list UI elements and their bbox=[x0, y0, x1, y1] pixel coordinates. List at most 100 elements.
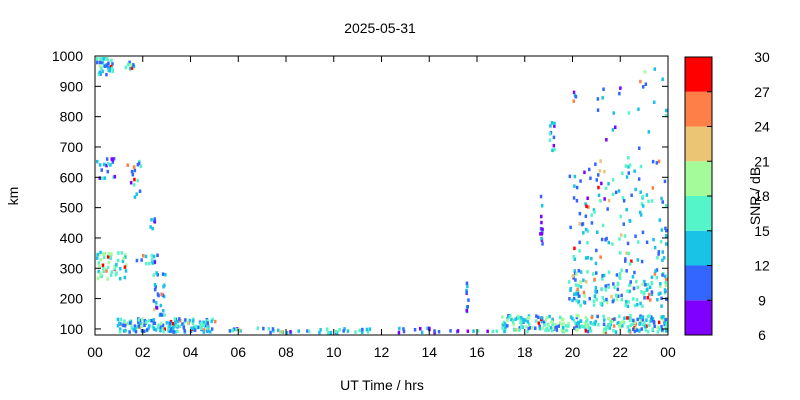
data-point bbox=[515, 328, 518, 332]
data-point bbox=[524, 325, 528, 329]
data-point bbox=[531, 326, 534, 330]
data-point bbox=[366, 330, 370, 334]
data-point bbox=[139, 164, 143, 169]
data-point bbox=[101, 69, 104, 74]
data-point bbox=[122, 329, 126, 333]
data-point bbox=[540, 236, 543, 241]
data-point bbox=[611, 299, 615, 304]
data-point bbox=[576, 287, 579, 292]
y-tick-label: 300 bbox=[60, 260, 84, 276]
data-point bbox=[508, 315, 511, 319]
data-point bbox=[628, 328, 631, 333]
data-point bbox=[472, 329, 475, 333]
data-point bbox=[624, 303, 627, 307]
data-point bbox=[627, 111, 631, 115]
data-point bbox=[650, 199, 654, 203]
data-point bbox=[639, 164, 643, 169]
data-point bbox=[594, 261, 598, 266]
data-point bbox=[639, 301, 642, 306]
data-point bbox=[105, 72, 108, 77]
data-point bbox=[190, 326, 193, 330]
data-point bbox=[503, 322, 507, 326]
data-point bbox=[660, 304, 663, 308]
data-point bbox=[196, 325, 200, 330]
data-point bbox=[618, 275, 621, 279]
data-point bbox=[582, 325, 586, 329]
data-point bbox=[551, 148, 554, 153]
data-point bbox=[615, 293, 618, 298]
data-point bbox=[96, 276, 100, 281]
data-point bbox=[603, 169, 606, 174]
data-point bbox=[98, 163, 102, 167]
data-point bbox=[626, 325, 629, 329]
data-point bbox=[604, 284, 607, 288]
data-point bbox=[467, 298, 470, 302]
data-point bbox=[170, 326, 173, 331]
data-point bbox=[235, 328, 238, 332]
data-point bbox=[518, 326, 521, 330]
data-point bbox=[641, 304, 644, 308]
colorbar-tick-label: 21 bbox=[754, 153, 770, 169]
data-point bbox=[102, 269, 105, 273]
data-point bbox=[178, 324, 181, 328]
data-point bbox=[643, 324, 647, 329]
data-point bbox=[575, 325, 579, 330]
data-point bbox=[601, 296, 604, 300]
data-point bbox=[397, 330, 401, 335]
data-point bbox=[97, 261, 101, 265]
data-point bbox=[153, 287, 157, 292]
data-point bbox=[141, 322, 144, 327]
data-point bbox=[637, 177, 641, 181]
data-point bbox=[632, 286, 636, 291]
data-point bbox=[237, 328, 241, 332]
data-point bbox=[611, 319, 614, 324]
data-point bbox=[625, 269, 628, 273]
data-point bbox=[635, 279, 638, 284]
data-point bbox=[210, 319, 213, 324]
data-point bbox=[285, 331, 289, 335]
data-point bbox=[646, 314, 650, 319]
data-point bbox=[634, 326, 638, 330]
data-point bbox=[602, 273, 606, 278]
data-point bbox=[548, 138, 552, 142]
data-point bbox=[128, 330, 131, 334]
data-point bbox=[593, 294, 597, 299]
data-point bbox=[639, 210, 642, 215]
data-point bbox=[152, 318, 155, 322]
data-point bbox=[616, 321, 619, 326]
colorbar-tick-label: 30 bbox=[754, 49, 770, 65]
data-point bbox=[145, 261, 148, 266]
data-point bbox=[111, 69, 114, 73]
data-point bbox=[132, 165, 136, 169]
data-point bbox=[204, 321, 207, 326]
data-point bbox=[528, 322, 531, 326]
data-point bbox=[597, 193, 601, 197]
data-point bbox=[575, 322, 579, 326]
data-point bbox=[540, 220, 543, 225]
data-point bbox=[628, 289, 631, 294]
data-point bbox=[527, 326, 530, 331]
data-point bbox=[656, 256, 659, 260]
data-point bbox=[203, 328, 206, 332]
data-point bbox=[142, 254, 145, 258]
data-point bbox=[646, 287, 649, 291]
data-point bbox=[626, 289, 629, 293]
data-point bbox=[657, 252, 660, 256]
data-point bbox=[663, 288, 667, 292]
data-point bbox=[182, 326, 186, 330]
data-point bbox=[156, 253, 159, 257]
data-point bbox=[619, 321, 622, 325]
data-point bbox=[99, 57, 102, 61]
data-point bbox=[162, 329, 165, 334]
data-point bbox=[584, 315, 588, 320]
chart-title: 2025-05-31 bbox=[344, 20, 416, 36]
data-point bbox=[629, 323, 632, 328]
data-point bbox=[599, 255, 602, 259]
data-point bbox=[164, 273, 167, 277]
data-point bbox=[551, 328, 554, 333]
data-point bbox=[579, 303, 582, 308]
x-tick-label: 20 bbox=[565, 344, 581, 360]
data-point bbox=[657, 320, 661, 325]
data-point bbox=[514, 317, 517, 321]
data-point bbox=[198, 325, 201, 329]
